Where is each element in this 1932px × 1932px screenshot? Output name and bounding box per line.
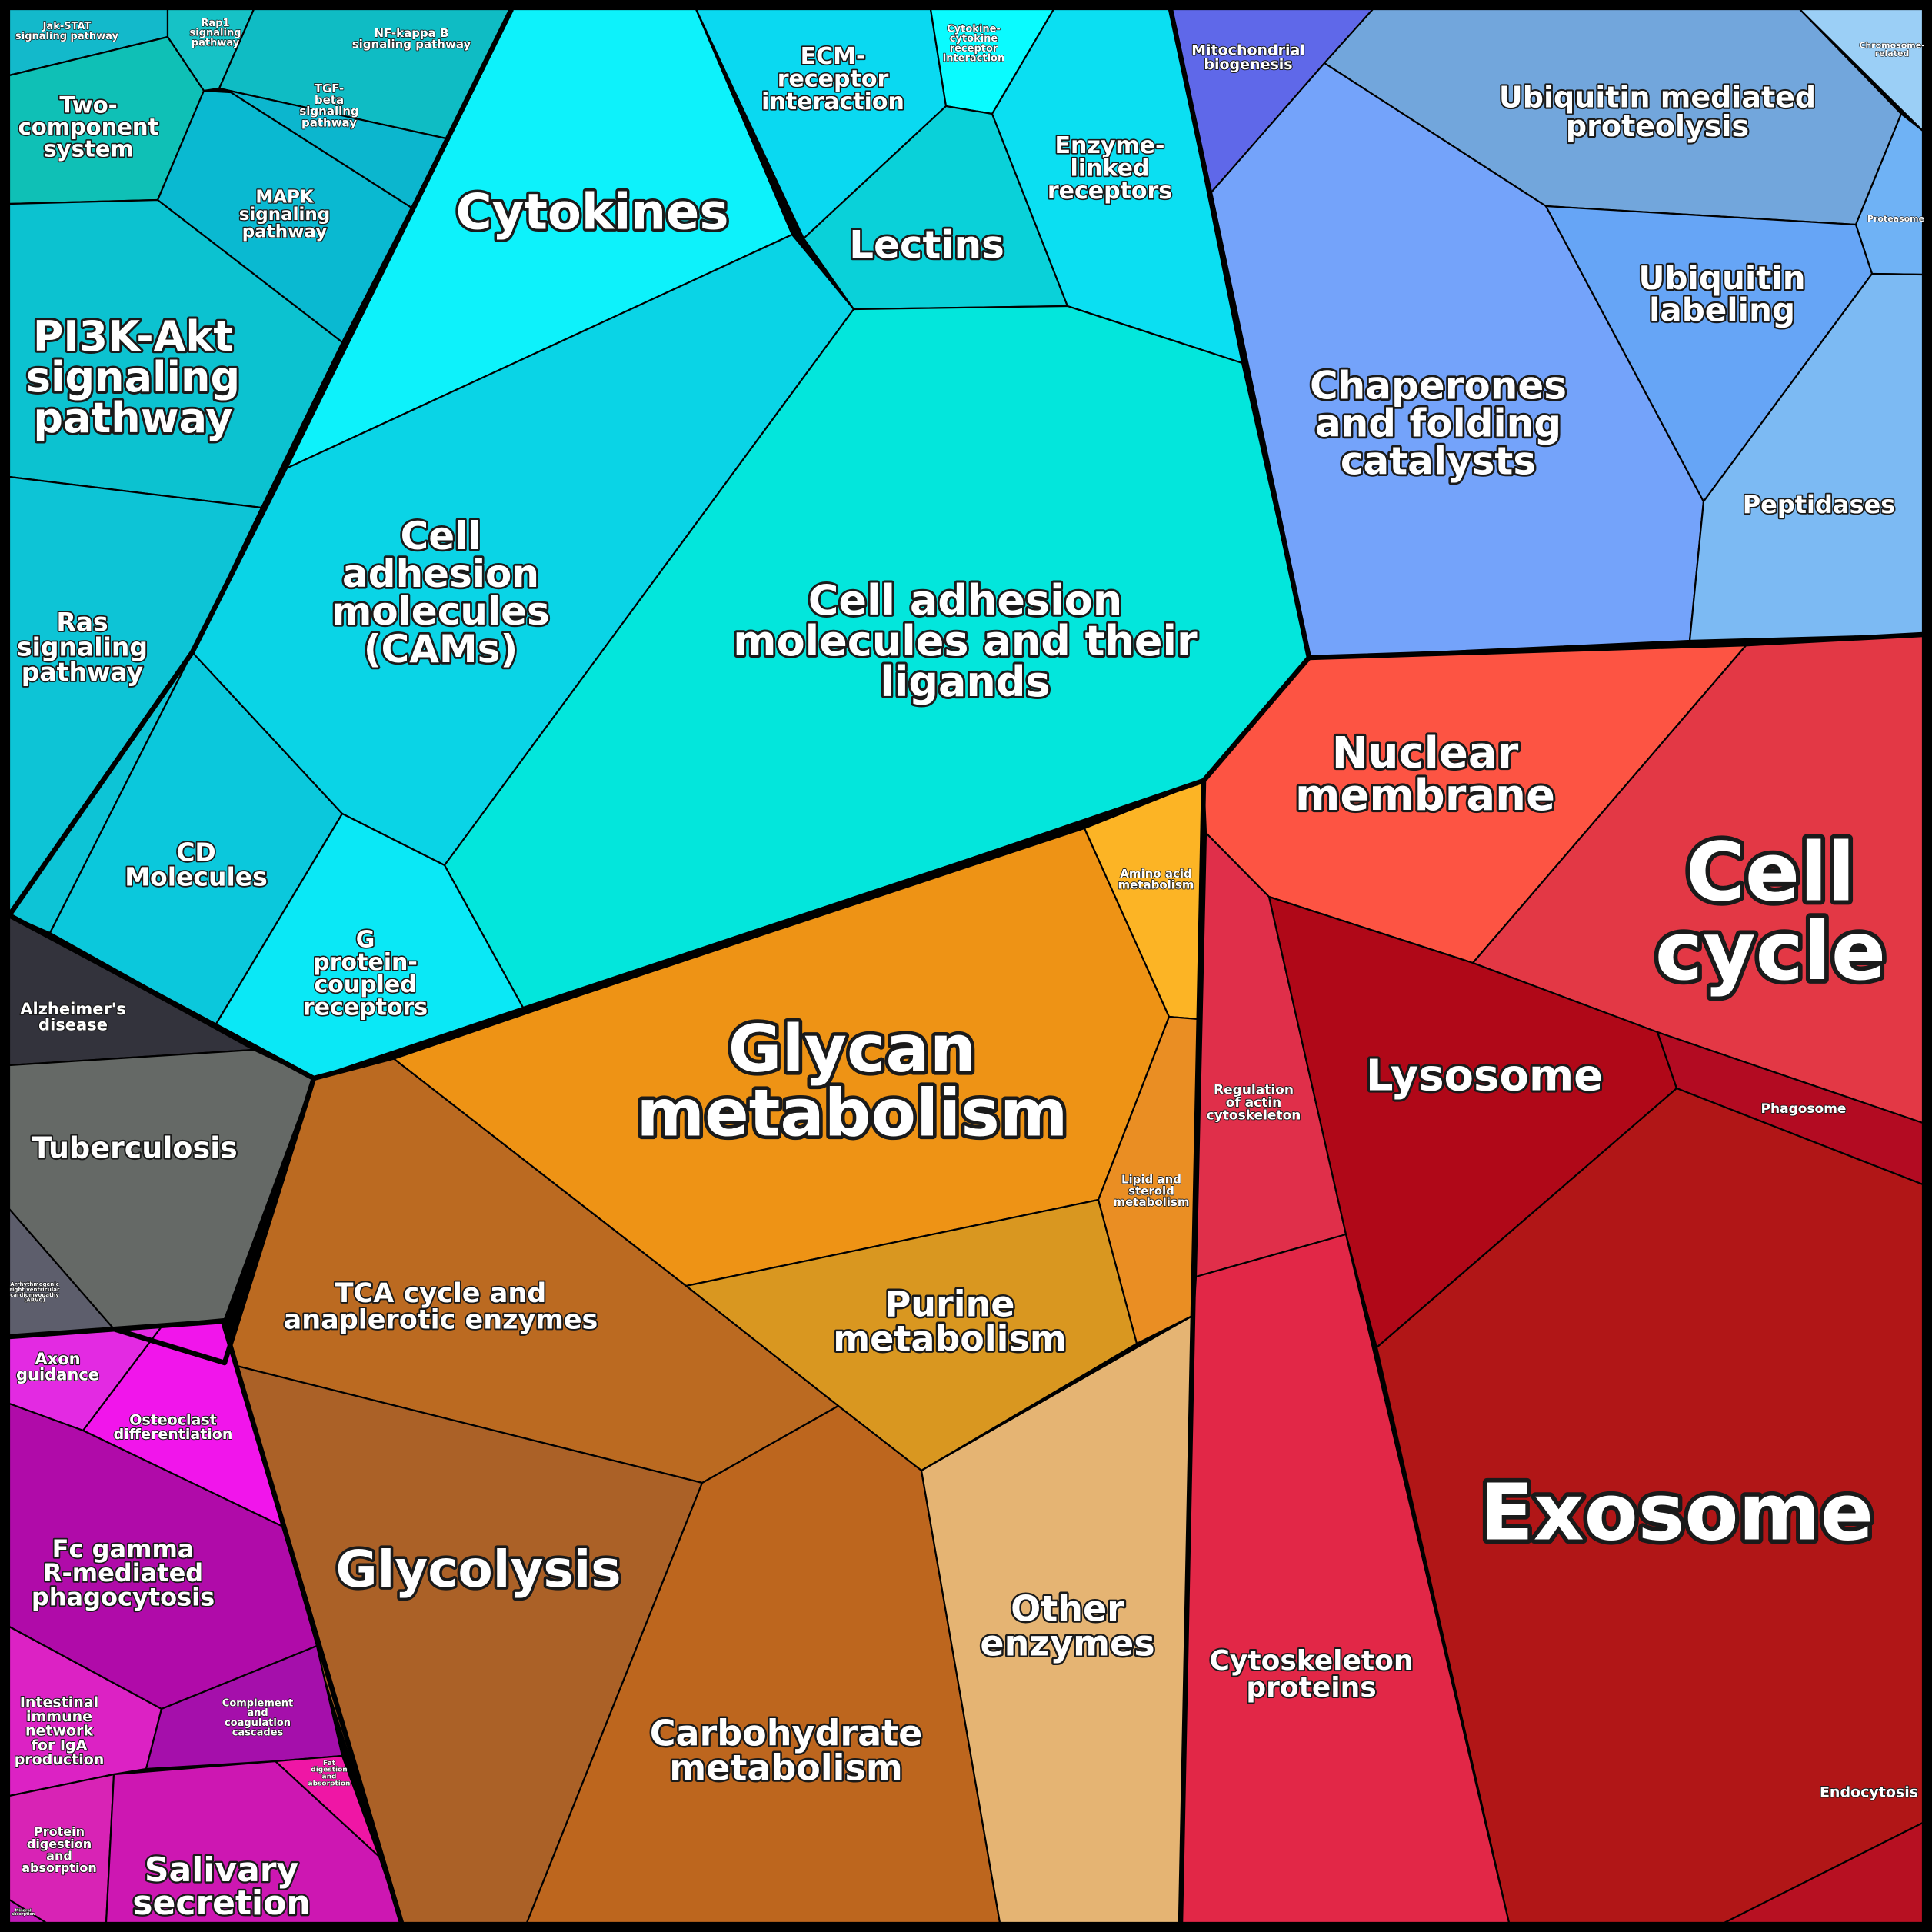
label-purine: Purine metabolism (833, 1284, 1067, 1360)
label-endocytosis: Endocytosis (1820, 1784, 1918, 1801)
label-lectins: Lectins (849, 223, 1004, 268)
label-alzheimers: Alzheimer's disease (20, 1000, 125, 1034)
cell-mapk (156, 89, 413, 344)
label-amino-acid: Amino acid metabolism (1118, 867, 1194, 892)
label-cytokine-receptor: Cytokine-cytokine receptor interaction (943, 23, 1005, 64)
cell-rap1 (166, 8, 255, 92)
label-cytokines: Cytokines (456, 184, 729, 241)
label-mapk: MAPK signaling pathway (239, 188, 331, 242)
cell-peptidases (1688, 272, 1924, 642)
label-cd-molecules: CD Molecules (125, 837, 268, 891)
cell-chromosome (1798, 8, 1924, 132)
label-glycan: Glycan metabolism (637, 1011, 1068, 1151)
label-chaperones: Chaperones and folding catalysts (1310, 364, 1567, 484)
label-ras: Ras signaling pathway (17, 607, 148, 687)
label-enzyme-linked: Enzyme-linked receptors (1048, 132, 1172, 205)
cell-mineral (8, 1898, 48, 1924)
label-intestinal: Intestinal immune network for IgA production (15, 1694, 105, 1767)
label-jak-stat: Jak-STAT signaling pathway (15, 21, 118, 42)
label-pi3k: PI3K-Akt signaling pathway (26, 312, 240, 442)
label-protein-digestion: Protein digestion and absorption (22, 1824, 97, 1875)
label-cell-cycle: Cell cycle (1655, 825, 1886, 998)
label-proteasome: Proteasome (1867, 214, 1924, 224)
label-osteoclast: Osteoclast differentiation (114, 1411, 233, 1443)
cell-protein-digestion (8, 1773, 115, 1924)
label-complement: Complement and coagulation cascades (222, 1697, 293, 1738)
label-cytoskeleton-proteins: Cytoskeleton proteins (1210, 1645, 1414, 1704)
label-lysosome: Lysosome (1366, 1051, 1603, 1101)
label-cam-ligands: Cell adhesion molecules and their ligands (733, 576, 1198, 706)
label-rap1: Rap1 signaling pathway (190, 18, 242, 48)
label-tuberculosis: Tuberculosis (32, 1131, 237, 1164)
label-other-enzymes: Other enzymes (980, 1588, 1154, 1664)
label-ubiquitin-labeling: Ubiquitin labeling (1638, 259, 1805, 328)
label-two-component: Two-component system (18, 92, 159, 162)
label-tgf-beta: TGF-beta signaling pathway (299, 82, 358, 129)
label-salivary: Salivary secretion (132, 1850, 310, 1923)
cell-intestinal (8, 1625, 163, 1797)
cell-endocytosis (1723, 1821, 1924, 1924)
label-fc-gamma: Fc gamma R-mediated phagocytosis (32, 1534, 215, 1612)
label-ecm: ECM-receptor interaction (761, 43, 904, 115)
label-axon: Axon guidance (16, 1350, 99, 1384)
label-ubiquitin-proteolysis: Ubiquitin mediated proteolysis (1499, 81, 1816, 143)
label-mitochondrial: Mitochondrial biogenesis (1191, 42, 1305, 73)
label-carbohydrate: Carbohydrate metabolism (650, 1713, 923, 1789)
label-glycolysis: Glycolysis (335, 1540, 621, 1599)
label-peptidases: Peptidases (1743, 490, 1896, 519)
label-phagosome: Phagosome (1761, 1101, 1847, 1117)
cell-pi3k (8, 198, 344, 509)
label-lipid-steroid: Lipid and steroid metabolism (1114, 1173, 1190, 1209)
label-arvc: Arrhythmogenic right ventricular cardiomyo… (10, 1281, 60, 1304)
label-nuclear-membrane: Nuclear membrane (1295, 728, 1555, 821)
label-tca: TCA cycle and anaplerotic enzymes (284, 1278, 598, 1335)
cell-lipid-steroid (1097, 1015, 1200, 1345)
label-regulation-actin: Regulation of actin cytoskeleton (1207, 1082, 1301, 1123)
label-chromosome: Chromosome-related (1859, 40, 1925, 58)
label-fat-digestion: Fat digestion and absorption (308, 1760, 351, 1787)
label-cams: Cell adhesion molecules (CAMs) (331, 514, 550, 671)
label-exosome: Exosome (1480, 1467, 1874, 1559)
label-mineral: Mineral absorption (12, 1908, 35, 1917)
